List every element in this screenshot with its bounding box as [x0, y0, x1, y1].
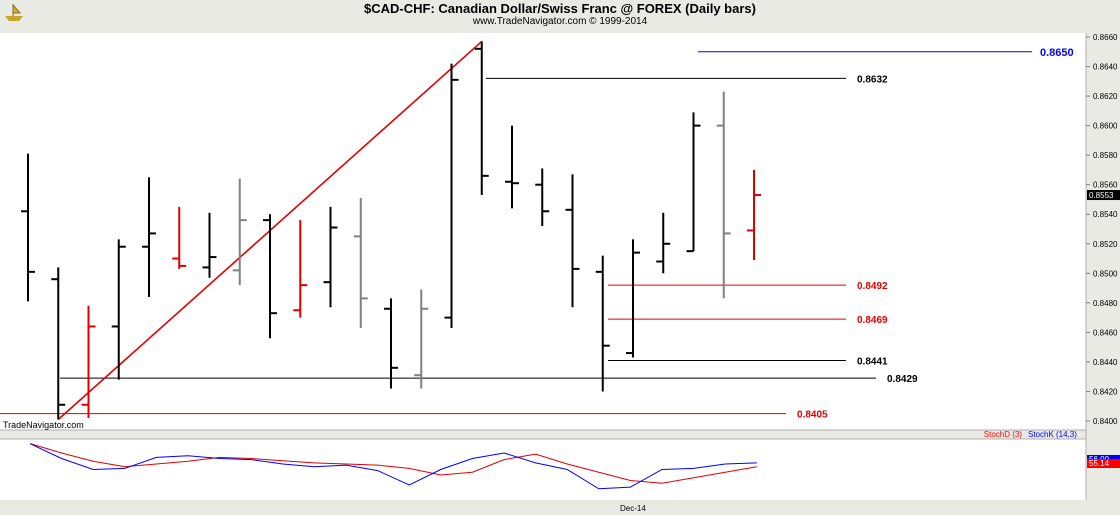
- ohlc-bar: [21, 153, 35, 302]
- stoch-line: [29, 443, 757, 490]
- ohlc-bar: [202, 212, 217, 278]
- ohlc-bar: [656, 212, 671, 274]
- ohlc-bar: [474, 41, 489, 196]
- chart-subtitle: www.TradeNavigator.com © 1999-2014: [472, 16, 648, 27]
- ohlc-bar: [414, 289, 429, 389]
- y-tick-label: 0.8420: [1093, 387, 1118, 396]
- ohlc-bar: [595, 255, 610, 392]
- last-price-label: 0.8553: [1089, 191, 1114, 200]
- level-label: 0.8441: [857, 356, 888, 367]
- level-label: 0.8632: [857, 74, 888, 85]
- y-axis: 0.8400 0.8420 0.8440 0.8460 0.8480 0.8500 0.85…: [1086, 33, 1120, 426]
- y-tick-label: 0.8660: [1093, 33, 1118, 42]
- stoch-readout-box-d: [1087, 459, 1120, 468]
- y-tick-label: 0.8600: [1093, 122, 1118, 131]
- oscillator-panel-background: [0, 439, 1086, 500]
- gold-ship-icon: [5, 3, 23, 21]
- ohlc-bar: [232, 178, 247, 286]
- ohlc-bars: [21, 41, 761, 420]
- ohlc-bar: [142, 177, 156, 297]
- y-tick-label: 0.8460: [1093, 328, 1118, 337]
- y-tick-label: 0.8400: [1093, 417, 1118, 426]
- y-tick-label: 0.8540: [1093, 210, 1118, 219]
- last-price-box: [1087, 190, 1120, 201]
- y-tick-label: 0.8560: [1093, 181, 1118, 190]
- stoch-readout-d: 55.14: [1089, 459, 1110, 468]
- y-tick-label: 0.8620: [1093, 92, 1118, 101]
- legend-stoch-k: StochK (14,3): [1028, 430, 1077, 439]
- ohlc-bar: [111, 239, 126, 380]
- title-bar: $CAD-CHF: Canadian Dollar/Swiss Franc @ …: [0, 0, 1120, 33]
- ohlc-bar: [172, 206, 187, 269]
- ohlc-bar: [716, 91, 731, 299]
- chart-title: $CAD-CHF: Canadian Dollar/Swiss Franc @ …: [364, 1, 756, 16]
- ohlc-bar: [81, 305, 96, 419]
- legend-stoch-d: StochD (3): [984, 430, 1023, 439]
- ohlc-bar: [747, 169, 761, 261]
- ohlc-bar: [626, 239, 640, 358]
- level-label: 0.8469: [857, 315, 888, 326]
- ohlc-bar: [686, 112, 701, 253]
- x-axis-label: Dec-14: [620, 504, 646, 513]
- watermark: TradeNavigator.com: [3, 420, 84, 430]
- level-label: 0.8405: [797, 410, 828, 421]
- y-tick-label: 0.8500: [1093, 269, 1118, 278]
- ohlc-bar: [263, 214, 277, 339]
- level-label: 0.8429: [887, 374, 918, 385]
- ohlc-bar: [293, 220, 308, 318]
- y-tick-label: 0.8480: [1093, 299, 1118, 308]
- ohlc-bar: [384, 298, 398, 389]
- y-tick-label: 0.8640: [1093, 63, 1118, 72]
- stochastic-panel: StochD (3)StochK (14,3)56.0055.14: [29, 430, 1120, 490]
- ohlc-bar: [565, 174, 580, 308]
- ohlc-bar: [505, 125, 519, 209]
- ohlc-bar: [535, 168, 550, 227]
- y-tick-label: 0.8580: [1093, 151, 1118, 160]
- ohlc-bar: [51, 267, 66, 420]
- y-tick-label: 0.8440: [1093, 358, 1118, 367]
- price-levels: 0.8650 0.8632 0.8492 0.8469 0.8441 0.8429 0.84…: [0, 47, 1074, 421]
- level-label: 0.8650: [1040, 47, 1074, 59]
- ohlc-bar: [353, 197, 368, 328]
- ohlc-bar: [323, 206, 338, 308]
- stoch-line: [29, 443, 757, 484]
- ohlc-bar: [444, 63, 459, 328]
- level-label: 0.8492: [857, 281, 888, 292]
- price-panel-background: [0, 33, 1086, 430]
- y-tick-label: 0.8520: [1093, 240, 1118, 249]
